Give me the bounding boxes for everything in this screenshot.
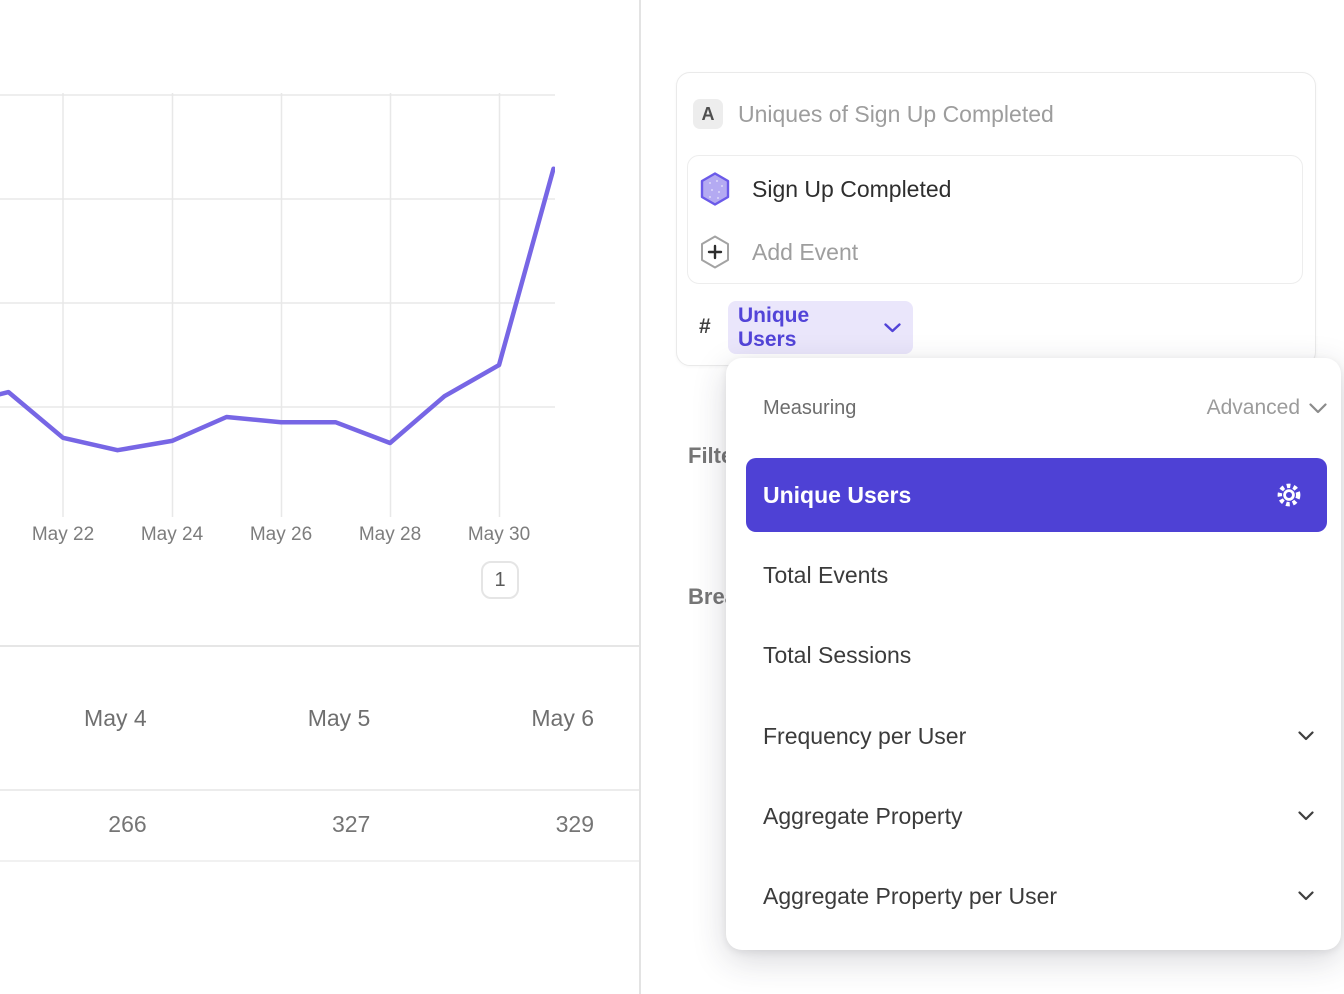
chart-table-divider [0, 645, 639, 647]
series-a-badge: A [693, 99, 723, 129]
table-value-cell: 329 [555, 810, 595, 837]
table-row-divider [0, 789, 639, 791]
table-header-cell: May 6 [531, 704, 595, 731]
pagination-page-1-button[interactable]: 1 [481, 561, 519, 599]
dropdown-item-aggregate-property-per-user[interactable]: Aggregate Property per User [726, 864, 1341, 928]
table-header-cell: May 4 [84, 704, 147, 731]
query-builder-card: A Uniques of Sign Up Completed Sign Up C… [676, 72, 1316, 366]
dropdown-item-label: Frequency per User [763, 722, 967, 749]
chevron-down-icon [884, 322, 901, 332]
x-axis-label: May 24 [140, 524, 204, 545]
event-row-sign-up-completed[interactable]: Sign Up Completed [700, 164, 1290, 214]
dropdown-header: Measuring Advanced [763, 396, 1327, 420]
event-hexagon-icon [700, 172, 730, 206]
series-title: Uniques of Sign Up Completed [738, 100, 1054, 127]
series-title-row: A Uniques of Sign Up Completed [693, 99, 1054, 129]
dropdown-item-total-events[interactable]: Total Events [726, 543, 1341, 607]
x-axis-label: May 26 [249, 524, 313, 545]
measuring-label: Measuring [763, 396, 857, 419]
dropdown-item-label: Total Sessions [763, 641, 912, 668]
dropdown-item-label: Aggregate Property [763, 802, 963, 829]
table-header-row: May 4 May 5 May 6 [0, 647, 594, 789]
chart-series-line [0, 166, 555, 453]
chevron-down-icon [1309, 402, 1327, 413]
advanced-mode-label: Advanced [1206, 396, 1300, 419]
x-axis-label: May 28 [358, 524, 422, 545]
table-bottom-divider [0, 860, 639, 862]
gear-icon[interactable] [1275, 481, 1303, 509]
dropdown-item-unique-users-selected[interactable]: Unique Users [746, 458, 1327, 532]
table-value-row: 266 327 329 [0, 789, 594, 859]
table-value-cell: 327 [331, 810, 371, 837]
chart-gridlines [0, 93, 555, 517]
event-name: Sign Up Completed [752, 175, 952, 202]
pane-divider [639, 0, 641, 994]
line-chart[interactable] [0, 0, 640, 560]
dropdown-item-total-sessions[interactable]: Total Sessions [726, 623, 1341, 687]
metric-hash-symbol: # [699, 315, 711, 338]
dropdown-item-aggregate-property[interactable]: Aggregate Property [726, 784, 1341, 848]
add-event-row[interactable]: Add Event [700, 227, 1290, 277]
unique-users-metric-pill[interactable]: Unique Users [728, 301, 913, 354]
add-event-icon [701, 235, 729, 269]
dropdown-item-frequency-per-user[interactable]: Frequency per User [726, 704, 1341, 768]
x-axis-label: May 22 [31, 524, 95, 545]
add-event-label: Add Event [752, 238, 859, 265]
event-list-card: Sign Up Completed Add Event [687, 155, 1303, 284]
table-value-cell: 266 [108, 810, 147, 837]
selected-item-label: Unique Users [763, 481, 912, 508]
chevron-down-icon [1298, 731, 1314, 741]
metric-pill-label: Unique Users [738, 303, 810, 351]
results-table: May 4 May 5 May 6 266 327 329 [0, 647, 594, 859]
measuring-dropdown: Measuring Advanced Unique Users Total Ev… [726, 358, 1341, 950]
dropdown-item-label: Total Events [763, 561, 889, 588]
chevron-down-icon [1298, 811, 1314, 821]
advanced-mode-selector[interactable]: Advanced [1207, 396, 1327, 420]
dropdown-item-label: Aggregate Property per User [763, 882, 1058, 909]
x-axis-label: May 30 [467, 524, 531, 545]
table-header-cell: May 5 [307, 704, 371, 731]
chevron-down-icon [1298, 891, 1314, 901]
